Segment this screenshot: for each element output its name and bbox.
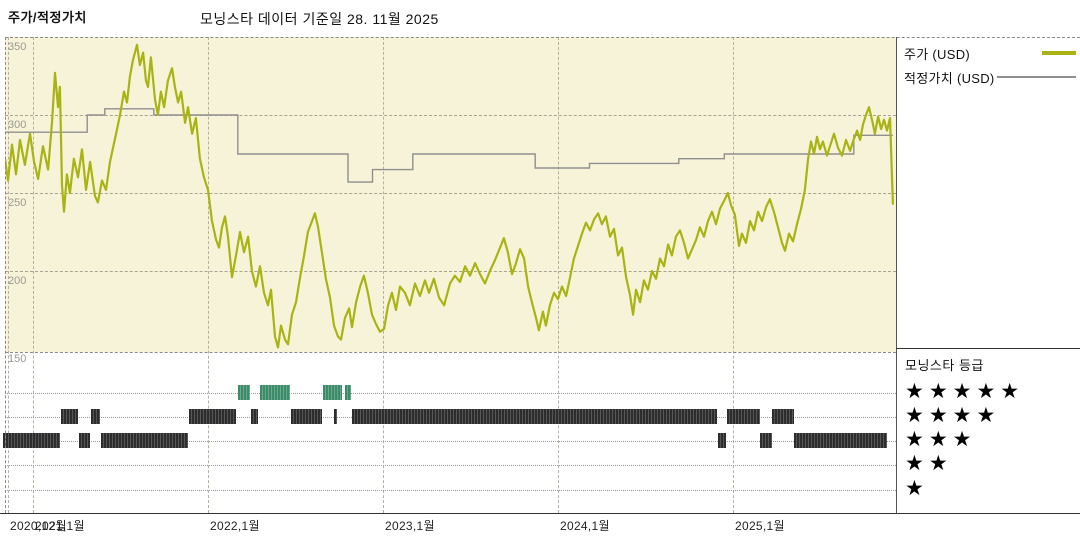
rating-legend-box-border	[896, 348, 1080, 349]
star-row-5: ★★★★★	[905, 380, 1025, 403]
rating-bar-four_star	[334, 409, 337, 424]
rating-row-gridline	[5, 465, 896, 466]
chart-subtitle: 모닝스타 데이터 기준일 28. 11월 2025	[200, 11, 439, 27]
rating-row-gridline	[5, 490, 896, 491]
rating-row-gridline	[5, 441, 896, 442]
rating-bar-three_star	[3, 433, 60, 448]
rating-bar-four_star	[290, 409, 322, 424]
v-gridline	[33, 37, 34, 513]
rating-bar-three_star	[794, 433, 887, 448]
rating-bar-four_star	[90, 409, 101, 424]
rating-bar-four_star	[727, 409, 760, 424]
star-row-3: ★★★	[905, 428, 977, 451]
h-gridline	[5, 271, 896, 272]
x-tick-label: 2020,12월	[9, 519, 67, 533]
v-gridline	[733, 37, 734, 513]
price-line	[5, 43, 894, 349]
y-tick-label: 350	[8, 41, 27, 53]
v-gridline	[7, 37, 9, 513]
page-title: 주가/적정가치	[8, 10, 87, 25]
x-tick-label: 2023,1월	[385, 519, 435, 533]
x-tick-label: 2022,1월	[210, 519, 260, 533]
x-tick-label: 2025,1월	[735, 519, 785, 533]
x-tick-label: 2024,1월	[560, 519, 610, 533]
rating-row-gridline	[5, 393, 896, 394]
rating-bar-five_star	[345, 385, 351, 400]
rating-bar-five_star	[237, 385, 250, 400]
y-tick-label: 300	[8, 119, 27, 131]
v-gridline	[208, 37, 209, 513]
h-gridline	[5, 115, 896, 116]
rating-bar-four_star	[352, 409, 718, 424]
legend-row-price: 주가 (USD)	[904, 41, 1076, 65]
rating-bar-three_star	[101, 433, 189, 448]
star-row-4: ★★★★	[905, 404, 1001, 427]
y-tick-label: 250	[8, 197, 27, 209]
legend-price-label: 주가 (USD)	[904, 46, 971, 62]
plot-top-border	[5, 37, 1080, 38]
rating-bar-five_star	[259, 385, 291, 400]
fair-value-line-swatch	[996, 76, 1076, 78]
y-tick-label: 150	[8, 353, 27, 365]
rating-bar-three_star	[717, 433, 726, 448]
rating-bar-three_star	[759, 433, 772, 448]
legend-fair-value-label: 적정가치 (USD)	[904, 70, 995, 86]
price-line-swatch	[1042, 51, 1076, 55]
h-gridline	[5, 193, 896, 194]
star-row-2: ★★	[905, 452, 953, 475]
v-gridline	[383, 37, 384, 513]
legend-row-fair-value: 적정가치 (USD)	[904, 65, 1076, 89]
series-legend: 주가 (USD) 적정가치 (USD)	[904, 41, 1076, 89]
y-tick-label: 200	[8, 275, 27, 287]
rating-bar-four_star	[188, 409, 236, 424]
rating-bar-four_star	[61, 409, 78, 424]
plot-left-border	[5, 37, 6, 513]
star-row-1: ★	[905, 477, 929, 500]
x-tick-label: 2021,1월	[35, 519, 85, 533]
plot-right-border	[896, 37, 897, 513]
price-rating-divider	[5, 352, 896, 353]
rating-bar-four_star	[772, 409, 795, 424]
fair-value-line	[5, 108, 893, 183]
v-gridline	[558, 37, 559, 513]
rating-legend-title: 모닝스타 등급	[905, 358, 984, 373]
rating-bar-four_star	[251, 409, 259, 424]
rating-bar-five_star	[322, 385, 343, 400]
rating-bar-three_star	[79, 433, 91, 448]
x-axis-line	[0, 513, 1080, 514]
